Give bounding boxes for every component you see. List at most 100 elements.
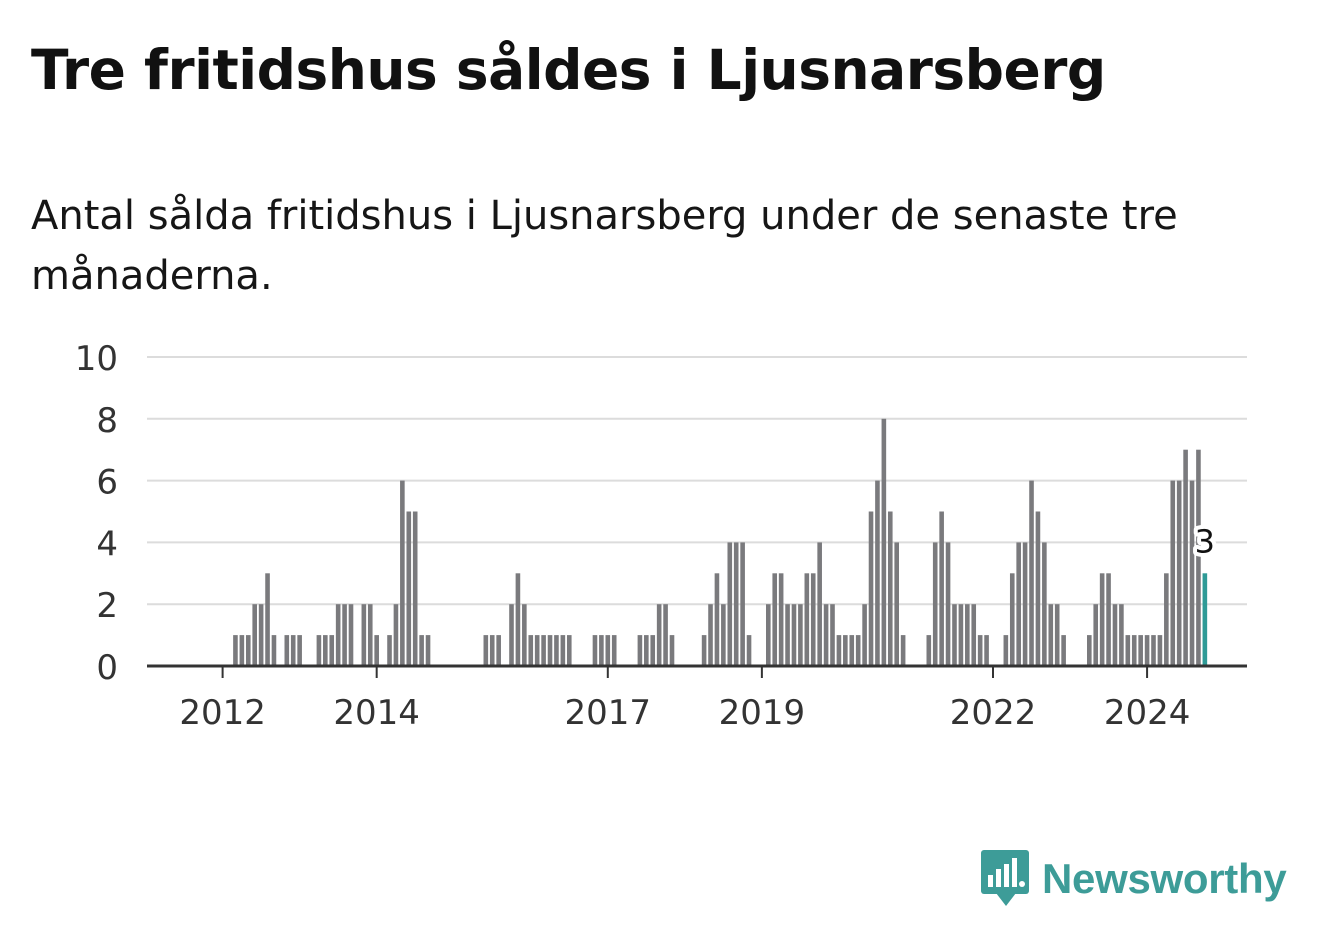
x-tick-label: 2012	[179, 693, 266, 733]
x-axis: 2012 2014 2017 2019 2022 2024	[147, 664, 1247, 733]
bar	[708, 604, 713, 666]
y-tick-label: 2	[96, 586, 118, 626]
bar	[727, 542, 733, 666]
page-subtitle: Antal sålda fritidshus i Ljusnarsberg un…	[31, 193, 1178, 299]
bar	[387, 635, 392, 666]
x-tick-label: 2024	[1104, 693, 1191, 733]
bar	[611, 635, 617, 666]
bar	[746, 635, 752, 666]
bar	[644, 635, 649, 666]
bar	[1151, 635, 1156, 666]
bar	[778, 573, 784, 666]
y-tick-label: 8	[96, 401, 118, 441]
bar	[599, 635, 604, 666]
bar	[1048, 604, 1054, 666]
bar	[1119, 604, 1124, 666]
bar	[1093, 604, 1099, 666]
x-tick-label: 2017	[565, 693, 652, 733]
bars	[233, 418, 1208, 666]
bar	[496, 635, 501, 666]
bar	[547, 635, 553, 666]
bar	[881, 418, 887, 666]
bar	[290, 635, 296, 666]
bar	[566, 635, 572, 666]
annotations: 3	[1191, 518, 1219, 564]
bar	[1189, 480, 1195, 666]
bar	[875, 480, 880, 666]
x-tick-label: 2019	[719, 693, 806, 733]
bar	[258, 604, 264, 666]
grid-lines	[147, 356, 1247, 606]
bar	[1170, 480, 1176, 666]
bar	[798, 604, 803, 666]
bar	[541, 635, 546, 666]
bar	[239, 635, 245, 666]
bar	[932, 542, 938, 666]
bar	[714, 573, 720, 666]
y-axis: 0 2 4 6 8 10	[75, 339, 118, 688]
bar	[887, 511, 893, 666]
y-tick-label: 10	[75, 339, 118, 379]
bar	[894, 542, 899, 666]
bar	[1164, 573, 1169, 666]
bar	[374, 635, 379, 666]
bar	[1157, 635, 1163, 666]
bar	[1003, 635, 1009, 666]
bar	[984, 635, 989, 666]
y-tick-label: 0	[96, 648, 118, 688]
bar	[945, 542, 951, 666]
newsworthy-logo-icon	[981, 850, 1029, 906]
y-tick-label: 4	[96, 524, 118, 564]
bar	[862, 604, 867, 666]
bar	[245, 635, 251, 666]
bar	[823, 604, 829, 666]
bar	[412, 511, 418, 666]
bar	[425, 635, 431, 666]
bar	[766, 604, 771, 666]
bar	[733, 542, 739, 666]
bar	[297, 635, 302, 666]
bar	[637, 635, 643, 666]
bar	[1087, 635, 1092, 666]
bar	[1176, 480, 1182, 666]
bar	[855, 635, 861, 666]
bar-highlight	[1202, 573, 1208, 666]
bar	[1106, 573, 1111, 666]
bar	[393, 604, 399, 666]
bar	[554, 635, 559, 666]
bar	[843, 635, 848, 666]
bar	[605, 635, 611, 666]
newsworthy-logo: Newsworthy	[980, 848, 1287, 910]
bar	[785, 604, 790, 666]
bar-chart: 0 2 4 6 8 10 2012 2014 2017 2019 2022 2024 3	[75, 339, 1247, 733]
bar	[939, 511, 944, 666]
bar	[233, 635, 238, 666]
page-title: Tre fritidshus såldes i Ljusnarsberg	[31, 38, 1106, 102]
bar	[740, 542, 745, 666]
bar	[1183, 449, 1188, 666]
y-tick-label: 6	[96, 463, 118, 503]
bar	[329, 635, 335, 666]
bar	[1042, 542, 1047, 666]
x-tick-label: 2014	[333, 693, 420, 733]
bar	[1112, 604, 1118, 666]
bar	[509, 604, 514, 666]
bar	[419, 635, 424, 666]
bar	[1125, 635, 1131, 666]
bar	[804, 573, 810, 666]
bar	[522, 604, 527, 666]
brand-name: Newsworthy	[1042, 855, 1287, 902]
bar	[316, 635, 322, 666]
bar	[560, 635, 566, 666]
bar	[515, 573, 521, 666]
bar	[650, 635, 656, 666]
bar	[406, 511, 412, 666]
bar	[323, 635, 328, 666]
bar	[483, 635, 489, 666]
bar	[965, 604, 970, 666]
bar	[958, 604, 964, 666]
bar	[367, 604, 373, 666]
bar	[342, 604, 347, 666]
bar	[1144, 635, 1150, 666]
bar	[1029, 480, 1034, 666]
